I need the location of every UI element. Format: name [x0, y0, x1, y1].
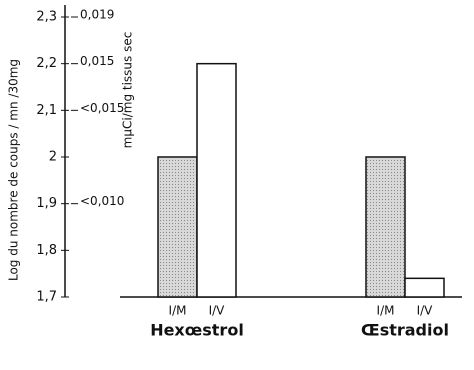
x-tick-label: Hexœstrol [150, 321, 244, 340]
x-tick-label: Œstradiol [361, 321, 449, 340]
y2-tick-label: 0,019 [80, 8, 114, 22]
y2-tick-label: 0,015 [80, 54, 114, 68]
series-label: I/V [417, 304, 434, 318]
y-tick-label: 1,9 [36, 196, 57, 211]
bar [196, 62, 237, 298]
y-tick-label: 1,7 [36, 290, 57, 305]
bar-texture [366, 157, 405, 297]
series-label: I/M [377, 304, 395, 318]
y2-axis-label: mµCi/mg tissus sec [121, 32, 135, 149]
series-label: I/M [169, 304, 187, 318]
y2-tick-label: <0,010 [80, 194, 124, 208]
y-tick-label: 2,1 [36, 103, 57, 118]
bar [404, 277, 445, 298]
bar-texture [158, 157, 197, 297]
y-tick-label: 2,2 [36, 56, 57, 71]
y-axis-label: Log du nombre de coups / mn /30mg [7, 59, 21, 281]
y-tick-label: 2,3 [36, 10, 57, 25]
series-label: I/V [209, 304, 226, 318]
y2-tick-label: <0,015 [80, 101, 124, 115]
y-tick-label: 1,8 [36, 243, 57, 258]
y-tick-label: 2 [49, 150, 57, 165]
